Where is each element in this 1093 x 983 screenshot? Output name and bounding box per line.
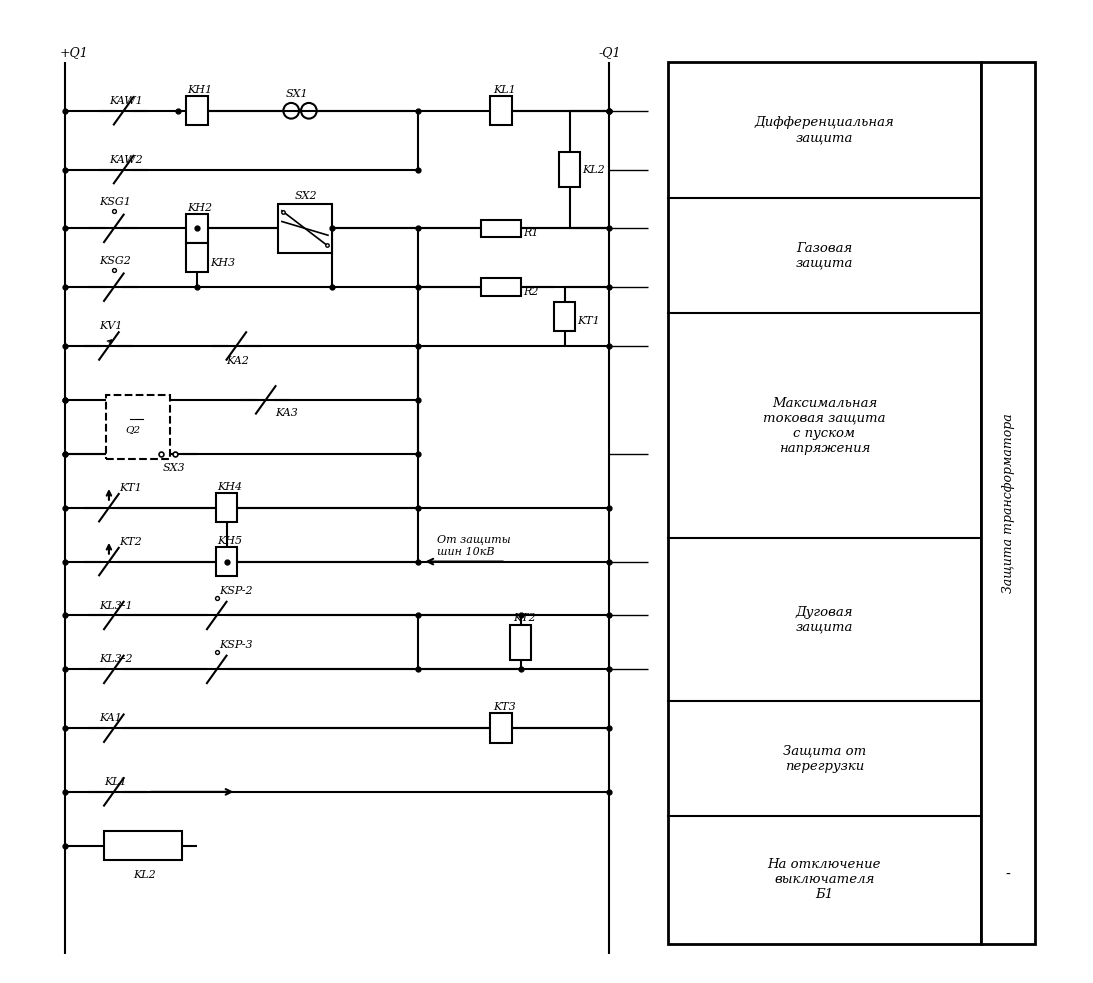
Text: KH3: KH3 xyxy=(210,258,235,267)
Text: KAW1: KAW1 xyxy=(109,96,143,106)
Text: Q2: Q2 xyxy=(126,426,141,434)
Text: KAW2: KAW2 xyxy=(109,154,143,165)
Bar xyxy=(490,96,512,126)
Bar xyxy=(186,96,208,126)
Text: KT2: KT2 xyxy=(119,537,141,547)
Text: KT2: KT2 xyxy=(513,612,536,623)
Text: KH4: KH4 xyxy=(216,482,242,492)
Text: KT1: KT1 xyxy=(577,317,600,326)
Text: KA2: KA2 xyxy=(226,356,249,366)
Text: От защиты
шин 10кВ: От защиты шин 10кВ xyxy=(437,535,510,556)
Text: На отключение
выключателя
Б1: На отключение выключателя Б1 xyxy=(767,858,881,901)
Text: KL3-1: KL3-1 xyxy=(99,601,132,610)
Text: SX2: SX2 xyxy=(295,191,318,201)
Bar xyxy=(186,243,208,272)
Bar xyxy=(481,278,520,296)
Text: Дифференциальная
защита: Дифференциальная защита xyxy=(754,116,894,145)
Text: +Q1: +Q1 xyxy=(60,46,89,59)
Bar xyxy=(559,152,580,187)
Text: Защита трансформатора: Защита трансформатора xyxy=(1001,413,1014,593)
Text: Газовая
защита: Газовая защита xyxy=(796,242,853,269)
Text: KL1: KL1 xyxy=(104,777,127,787)
Text: Защита от
перегрузки: Защита от перегрузки xyxy=(783,744,866,773)
Text: -Q1: -Q1 xyxy=(599,46,622,59)
Bar xyxy=(668,62,982,944)
Bar xyxy=(215,492,237,522)
Text: KSP-2: KSP-2 xyxy=(219,586,252,596)
Bar xyxy=(186,213,208,243)
Text: Максимальная
токовая защита
с пуском
напряжения: Максимальная токовая защита с пуском нап… xyxy=(763,396,885,454)
Text: KSG1: KSG1 xyxy=(99,197,131,206)
Text: SX3: SX3 xyxy=(163,463,186,474)
Text: SX1: SX1 xyxy=(285,89,308,99)
Text: R2: R2 xyxy=(524,287,539,297)
Text: KV1: KV1 xyxy=(99,321,122,331)
Text: KA3: KA3 xyxy=(275,408,298,418)
Text: KL1: KL1 xyxy=(493,86,516,95)
Text: KL2: KL2 xyxy=(583,164,606,175)
Text: R1: R1 xyxy=(524,228,539,238)
Text: -: - xyxy=(1006,868,1011,882)
Text: KL3-2: KL3-2 xyxy=(99,655,132,665)
Text: KSP-3: KSP-3 xyxy=(219,640,252,650)
Text: Дуговая
защита: Дуговая защита xyxy=(796,606,853,634)
Text: KSG2: KSG2 xyxy=(99,256,131,265)
Text: KH5: KH5 xyxy=(216,536,242,546)
Text: KL2: KL2 xyxy=(133,870,156,880)
Bar xyxy=(554,302,575,331)
Text: KH1: KH1 xyxy=(187,86,212,95)
Text: KT1: KT1 xyxy=(119,483,141,492)
Text: KA1: KA1 xyxy=(99,714,122,723)
Bar xyxy=(509,625,531,660)
Bar xyxy=(490,714,512,743)
Bar xyxy=(481,219,520,237)
Text: KH2: KH2 xyxy=(187,202,212,212)
Bar xyxy=(106,395,171,459)
Text: KT3: KT3 xyxy=(493,703,516,713)
Bar xyxy=(215,547,237,576)
Bar xyxy=(982,62,1035,944)
Bar xyxy=(278,203,332,253)
Bar xyxy=(104,831,183,860)
